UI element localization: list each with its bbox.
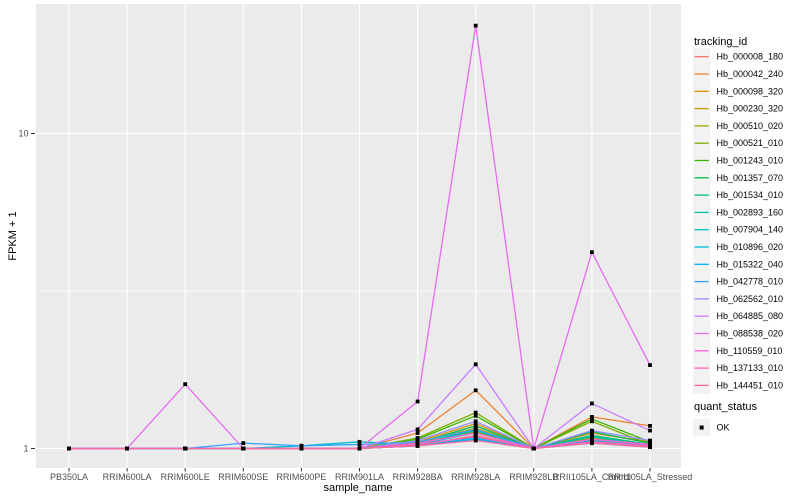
legend-title-tracking-id: tracking_id bbox=[694, 36, 748, 48]
data-point bbox=[183, 446, 188, 451]
legend-quant-status: OK bbox=[693, 418, 730, 437]
data-point bbox=[415, 443, 420, 448]
data-point bbox=[590, 250, 594, 255]
x-tick-label: RRIM600LA bbox=[103, 472, 152, 482]
data-point bbox=[648, 445, 652, 450]
legend-label: Hb_144451_010 bbox=[717, 380, 784, 390]
y-axis-title: FPKM + 1 bbox=[7, 211, 19, 261]
data-point bbox=[125, 446, 129, 451]
x-tick-label: RRII105LA_Control bbox=[553, 472, 631, 482]
legend-label: Hb_000521_010 bbox=[717, 138, 784, 148]
legend-label: Hb_001357_070 bbox=[717, 173, 784, 183]
x-tick-label: RRIM928BA bbox=[393, 472, 443, 482]
y-tick-label: 10 bbox=[18, 129, 28, 139]
data-point bbox=[590, 401, 594, 406]
data-point bbox=[415, 427, 420, 432]
axes: PB350LA RRIM600LA RRIM600LE RRIM600SE RRIM60… bbox=[18, 129, 692, 483]
data-point bbox=[590, 419, 594, 424]
x-tick-label: PB350LA bbox=[50, 472, 88, 482]
legend-label: Hb_015322_040 bbox=[717, 259, 784, 269]
x-axis-title: sample_name bbox=[323, 482, 393, 494]
legend-label: Hb_110559_010 bbox=[717, 346, 783, 356]
data-point bbox=[473, 438, 478, 443]
data-point bbox=[357, 439, 362, 444]
data-point bbox=[473, 419, 478, 424]
legend-label: Hb_062562_010 bbox=[717, 294, 784, 304]
data-point bbox=[590, 428, 594, 433]
data-point bbox=[590, 441, 594, 446]
legend-label: Hb_000042_240 bbox=[717, 69, 784, 79]
legend-label: Hb_007904_140 bbox=[717, 225, 784, 235]
gridlines bbox=[36, 4, 681, 468]
legend-label: Hb_000230_320 bbox=[717, 104, 784, 114]
legend-label: Hb_010896_020 bbox=[717, 242, 784, 252]
x-tick-label: RRII105LA_Stressed bbox=[608, 472, 693, 482]
x-tick-label: RRIM600LE bbox=[161, 472, 210, 482]
x-tick-label: RRIM600PE bbox=[276, 472, 326, 482]
data-point bbox=[473, 423, 478, 428]
data-point bbox=[357, 446, 362, 451]
data-point bbox=[473, 431, 478, 435]
data-point bbox=[67, 446, 71, 451]
data-point bbox=[183, 382, 188, 387]
quant-status-marker bbox=[699, 425, 704, 430]
data-point bbox=[241, 441, 246, 446]
data-point bbox=[473, 427, 478, 432]
data-point bbox=[473, 413, 478, 418]
data-point bbox=[648, 428, 652, 433]
data-point bbox=[473, 410, 478, 415]
data-point bbox=[590, 437, 594, 442]
data-point bbox=[299, 443, 304, 448]
legend-label: Hb_000008_180 bbox=[717, 52, 784, 62]
legend-label: Hb_137133_010 bbox=[717, 363, 784, 373]
x-tick-label: RRIM600SE bbox=[218, 472, 268, 482]
data-point bbox=[415, 399, 420, 404]
data-point bbox=[531, 446, 536, 451]
data-point bbox=[473, 421, 478, 426]
legend-label: Hb_064885_080 bbox=[717, 311, 784, 321]
legend-label: Hb_042778_010 bbox=[717, 277, 784, 287]
data-points bbox=[67, 23, 652, 451]
x-tick-label: RRIM928LB bbox=[509, 472, 558, 482]
data-point bbox=[473, 362, 478, 367]
data-point bbox=[473, 388, 478, 393]
legend-label: OK bbox=[717, 423, 730, 433]
data-point bbox=[415, 431, 420, 435]
legend-label: Hb_001534_010 bbox=[717, 190, 784, 200]
data-point bbox=[241, 446, 246, 451]
data-point bbox=[590, 417, 594, 421]
legend-label: Hb_001243_010 bbox=[717, 156, 784, 166]
data-point bbox=[648, 423, 652, 428]
legend-tracking-id: Hb_000008_180 Hb_000042_240 Hb_000098_320 H… bbox=[693, 48, 784, 395]
data-point bbox=[473, 434, 478, 439]
x-tick-label: RRIM928LA bbox=[451, 472, 500, 482]
data-point bbox=[648, 438, 652, 443]
data-point bbox=[590, 414, 594, 419]
panel-background bbox=[36, 4, 681, 468]
x-tick-label: RRIM901LA bbox=[335, 472, 384, 482]
data-point bbox=[648, 363, 652, 367]
y-tick-label: 1 bbox=[23, 444, 28, 454]
legend-label: Hb_000098_320 bbox=[717, 86, 784, 96]
data-point bbox=[299, 446, 304, 451]
data-point bbox=[357, 442, 362, 447]
data-point bbox=[590, 434, 594, 439]
data-point bbox=[415, 438, 420, 443]
legend-label: Hb_088538_020 bbox=[717, 329, 784, 339]
data-point bbox=[473, 23, 478, 28]
legend-label: Hb_000510_020 bbox=[717, 121, 784, 131]
legend-label: Hb_002893_160 bbox=[717, 207, 784, 217]
legend-title-quant-status: quant_status bbox=[694, 401, 757, 413]
